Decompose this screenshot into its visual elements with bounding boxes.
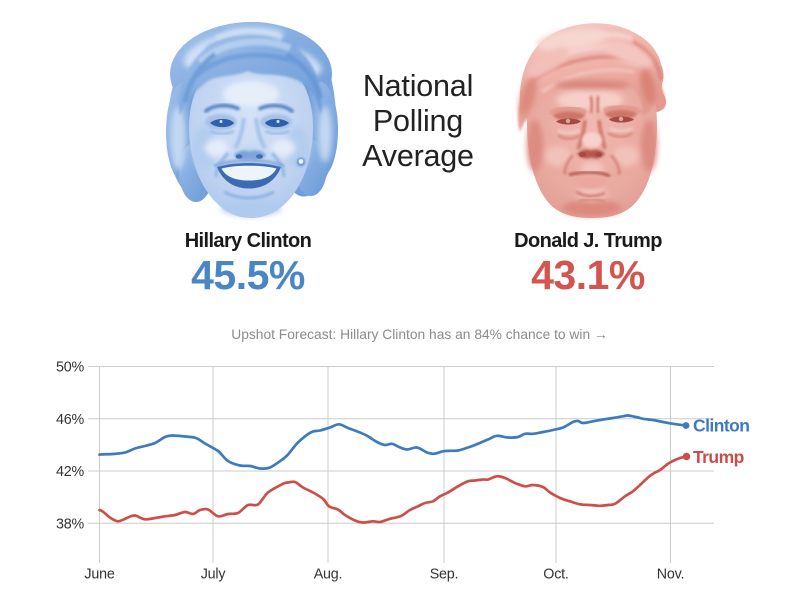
svg-text:42%: 42% xyxy=(56,464,85,480)
svg-text:46%: 46% xyxy=(56,412,85,428)
svg-text:Nov.: Nov. xyxy=(657,567,685,583)
svg-text:Oct.: Oct. xyxy=(543,567,568,583)
svg-text:July: July xyxy=(201,567,227,583)
svg-text:38%: 38% xyxy=(56,516,85,532)
svg-text:Sep.: Sep. xyxy=(430,567,459,583)
svg-text:Aug.: Aug. xyxy=(314,567,343,583)
svg-text:June: June xyxy=(84,567,114,583)
svg-text:50%: 50% xyxy=(56,360,85,376)
svg-text:Trump: Trump xyxy=(693,447,744,467)
svg-text:Clinton: Clinton xyxy=(693,415,749,435)
